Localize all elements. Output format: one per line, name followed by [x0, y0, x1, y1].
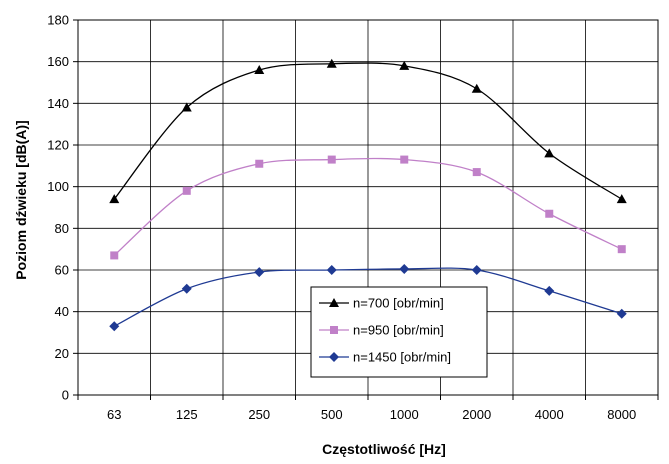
data-point — [181, 102, 192, 112]
y-tick-label: 180 — [47, 13, 69, 28]
data-point — [471, 83, 482, 93]
data-point — [254, 65, 265, 74]
legend-marker — [329, 352, 339, 362]
data-point — [326, 265, 337, 275]
data-point — [544, 285, 555, 296]
legend-item: n=950 [obr/min] — [319, 323, 444, 338]
legend-item: n=700 [obr/min] — [319, 296, 444, 311]
series-3 — [109, 263, 627, 332]
x-tick-label: 125 — [176, 407, 198, 422]
data-point — [327, 155, 336, 164]
y-axis-title: Poziom dźwieku [dB(A)] — [13, 120, 29, 279]
data-point — [182, 186, 191, 195]
data-point — [399, 263, 410, 274]
y-tick-label: 0 — [62, 388, 69, 403]
data-point — [545, 209, 554, 218]
y-tick-label: 140 — [47, 96, 69, 111]
y-tick-labels: 0 20 40 60 80 100 120 140 160 180 — [47, 13, 69, 403]
series-1 — [109, 58, 627, 204]
x-tick-label: 63 — [107, 407, 121, 422]
legend-box — [310, 286, 488, 378]
data-point — [617, 245, 626, 254]
legend-label: n=950 [obr/min] — [353, 323, 444, 338]
data-point — [616, 194, 627, 204]
x-axis-title: Częstotliwość [Hz] — [322, 441, 446, 457]
x-tick-label: 2000 — [462, 407, 491, 422]
data-point — [255, 159, 264, 168]
y-tick-label: 60 — [55, 263, 69, 278]
legend-item: n=1450 [obr/min] — [319, 350, 451, 365]
x-tick-label: 500 — [321, 407, 343, 422]
data-point — [326, 58, 337, 68]
y-tick-label: 80 — [55, 221, 69, 236]
data-point — [254, 267, 265, 278]
data-point — [110, 251, 119, 260]
data-point — [109, 321, 120, 332]
x-tick-labels: 63 125 250 500 1000 2000 4000 8000 — [107, 407, 636, 422]
y-tick-label: 20 — [55, 346, 69, 361]
data-point — [109, 194, 120, 204]
data-point — [471, 265, 482, 275]
data-point — [400, 155, 409, 164]
data-point — [544, 148, 555, 158]
chart-axes — [73, 19, 659, 400]
y-tick-label: 40 — [55, 304, 69, 319]
x-tick-label: 1000 — [390, 407, 419, 422]
plot-area-border — [77, 19, 659, 396]
data-point — [399, 60, 410, 70]
x-tick-label: 4000 — [535, 407, 564, 422]
x-tick-label: 250 — [248, 407, 270, 422]
y-tick-label: 160 — [47, 54, 69, 69]
legend-label: n=700 [obr/min] — [353, 296, 444, 311]
data-point — [472, 168, 481, 177]
data-point — [616, 308, 627, 319]
x-tick-label: 8000 — [607, 407, 636, 422]
legend-label: n=1450 [obr/min] — [353, 350, 451, 365]
legend-marker — [329, 298, 339, 307]
legend-marker — [330, 326, 338, 334]
data-point — [181, 283, 192, 294]
chart-series — [109, 58, 627, 332]
series-2 — [110, 155, 626, 260]
chart-legend: n=700 [obr/min] n=950 [obr/min] n=1450 [ob… — [310, 286, 488, 378]
y-tick-label: 100 — [47, 179, 69, 194]
y-tick-label: 120 — [47, 138, 69, 153]
